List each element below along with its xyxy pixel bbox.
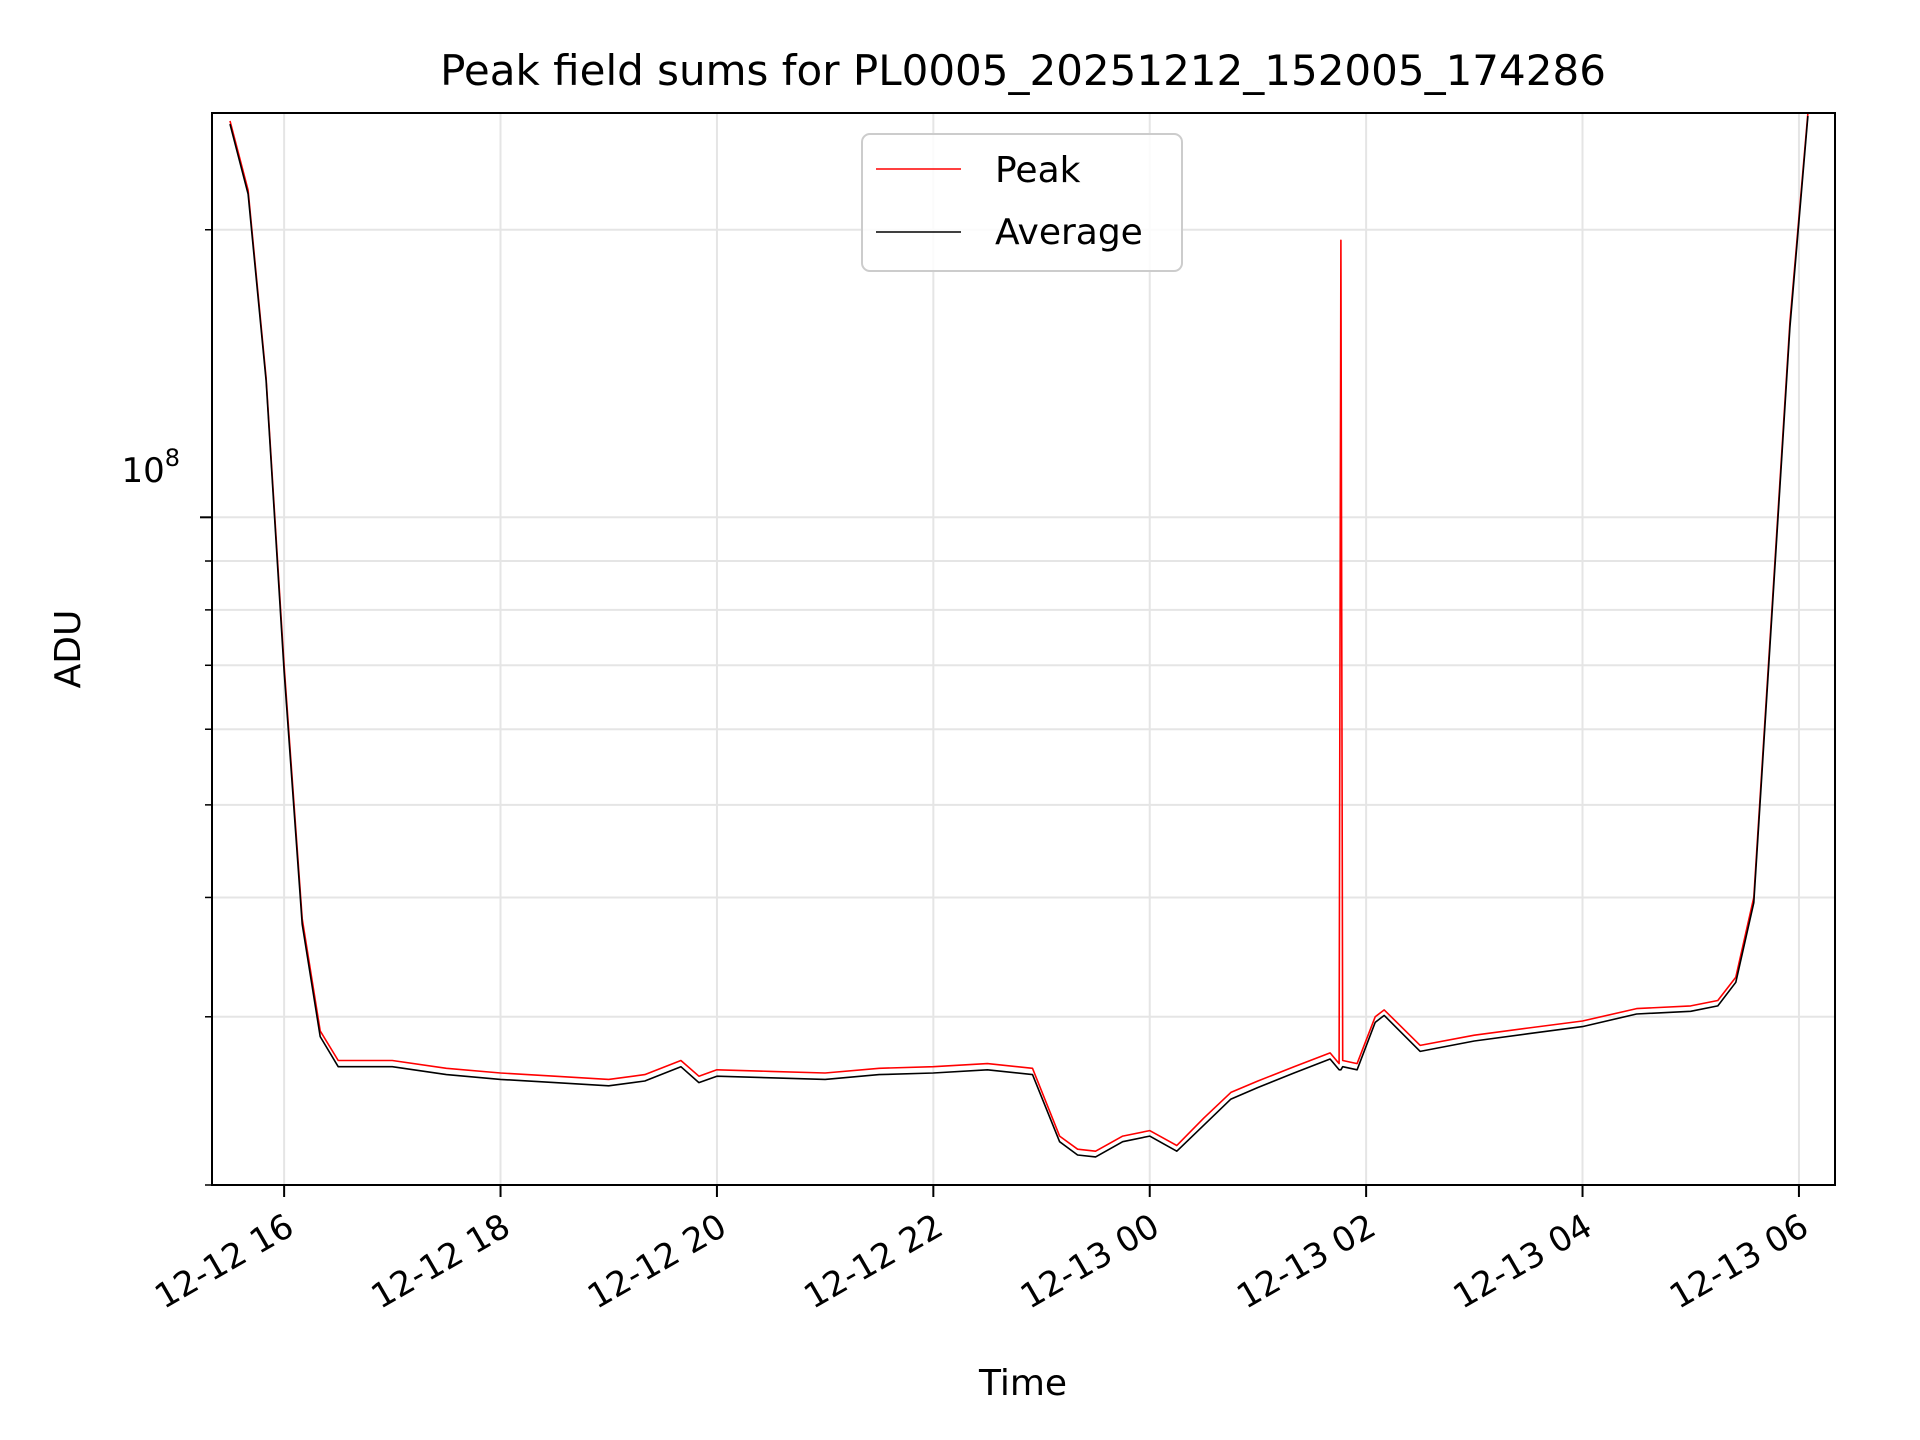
series-layer xyxy=(229,113,1809,1158)
y-tick-exponent: 8 xyxy=(165,444,180,472)
y-tick-label: 108 xyxy=(121,444,180,491)
chart-title: Peak field sums for PL0005_20251212_1520… xyxy=(440,46,1606,95)
legend-average-label: Average xyxy=(995,212,1143,253)
y-tick-base: 10 xyxy=(121,451,164,491)
legend: Peak Average xyxy=(861,133,1183,272)
y-axis-label: ADU xyxy=(48,610,89,689)
series-line-average xyxy=(229,116,1809,1158)
plot-frame xyxy=(211,112,1836,1186)
x-axis-label: Time xyxy=(978,1363,1067,1404)
series-line-peak xyxy=(229,113,1809,1152)
legend-peak-label: Peak xyxy=(995,150,1081,191)
